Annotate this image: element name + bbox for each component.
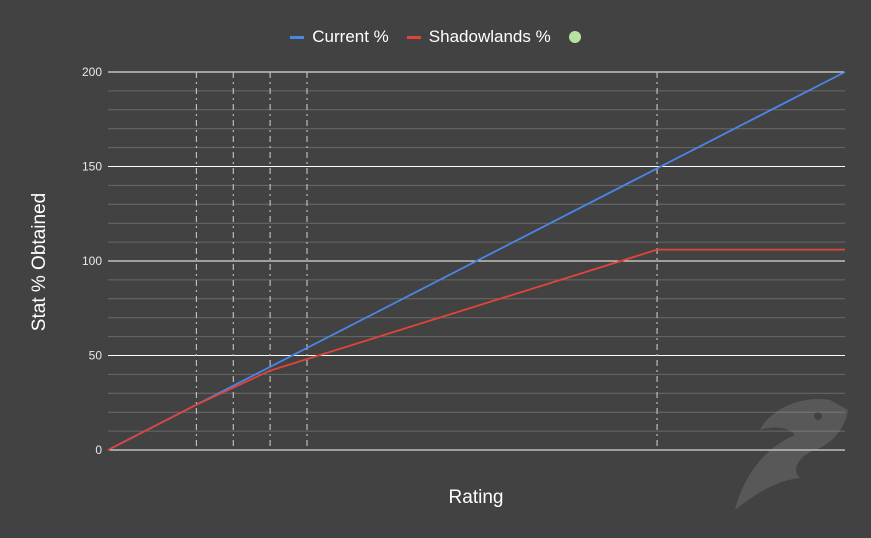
y-tick-label: 200	[82, 65, 102, 79]
y-tick-label: 50	[89, 349, 103, 363]
x-axis-title: Rating	[448, 487, 504, 508]
legend-label-shadowlands: Shadowlands %	[428, 27, 551, 46]
legend-dot-green	[568, 31, 581, 43]
y-tick-label: 0	[95, 443, 102, 457]
series-lines	[107, 71, 846, 451]
legend-item-shadowlands[interactable]: Shadowlands %	[406, 27, 551, 47]
grid	[108, 71, 845, 451]
legend-swatch-shadowlands	[406, 35, 421, 39]
legend-item-extra[interactable]	[568, 31, 581, 43]
legend-swatch-current	[290, 35, 305, 39]
legend-item-current[interactable]: Current %	[290, 27, 389, 47]
legend-label-current: Current %	[312, 27, 389, 46]
series-line-shadowlands	[107, 248, 845, 451]
y-axis-title: Stat % Obtained	[29, 192, 50, 332]
legend: Current % Shadowlands %	[0, 27, 871, 47]
series-line-current	[107, 71, 846, 451]
mascot-watermark-icon	[735, 399, 848, 510]
y-tick-labels: 0 50 100 150 200	[82, 65, 102, 457]
y-tick-label: 100	[82, 254, 102, 268]
y-tick-label: 150	[82, 160, 102, 174]
